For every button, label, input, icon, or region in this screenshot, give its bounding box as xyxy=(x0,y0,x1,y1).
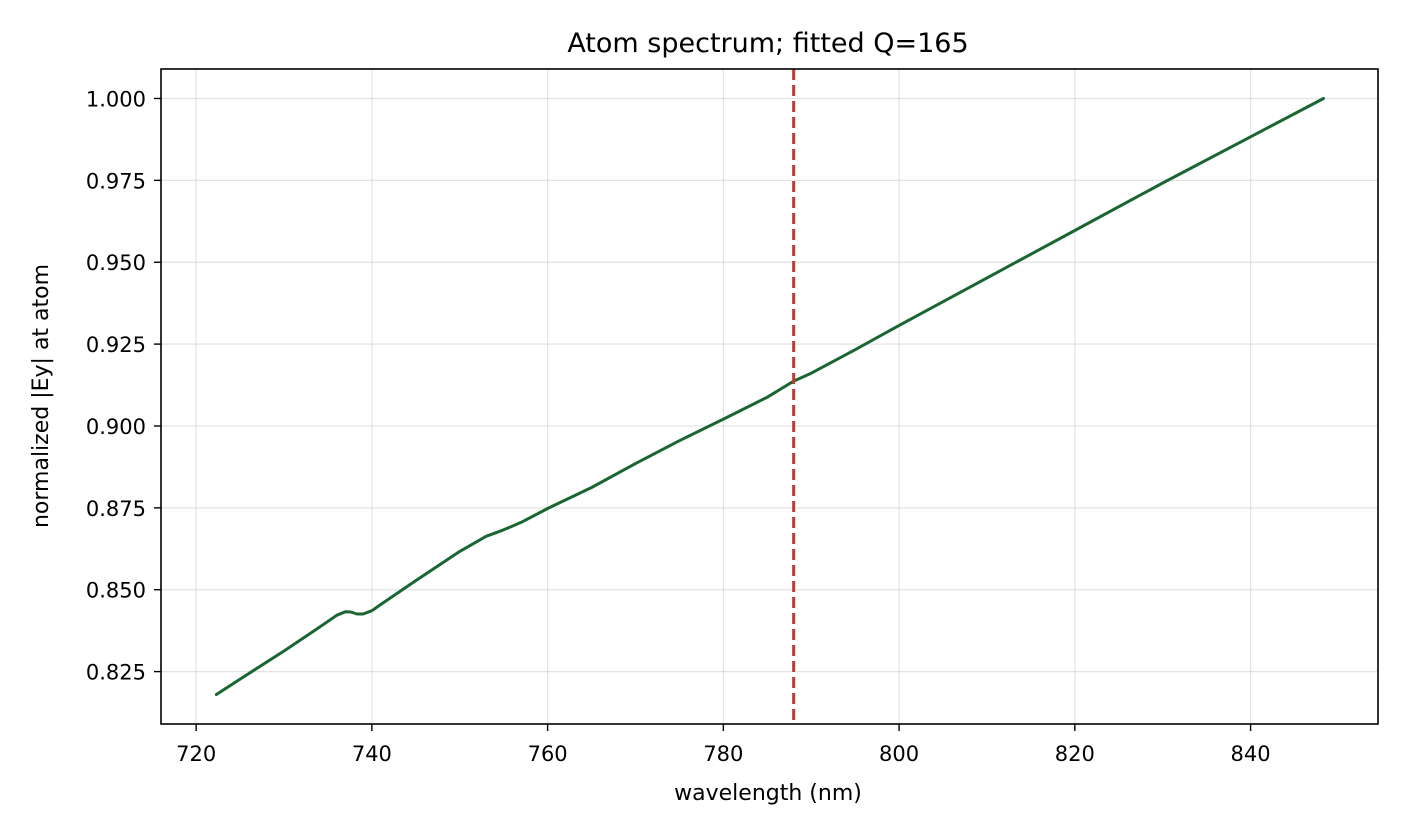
y-axis: 0.825 0.850 0.875 0.900 0.925 0.950 0.975 1.000 xyxy=(86,87,161,685)
chart-title: Atom spectrum; fitted Q=165 xyxy=(567,28,968,59)
y-tick-label: 0.900 xyxy=(86,415,146,439)
x-tick-label: 720 xyxy=(176,742,216,766)
y-tick-label: 0.925 xyxy=(86,333,146,357)
x-tick-label: 800 xyxy=(879,742,919,766)
series-line xyxy=(214,97,1325,696)
y-tick-label: 0.950 xyxy=(86,251,146,275)
plot-area xyxy=(214,69,1325,724)
y-tick-label: 0.875 xyxy=(86,497,146,521)
x-tick-label: 820 xyxy=(1055,742,1095,766)
y-tick-label: 0.825 xyxy=(86,661,146,685)
x-tick-label: 840 xyxy=(1231,742,1271,766)
x-tick-label: 780 xyxy=(703,742,743,766)
x-axis: 720 740 760 780 800 820 840 xyxy=(176,724,1271,766)
y-tick-label: 1.000 xyxy=(86,87,146,111)
x-axis-label: wavelength (nm) xyxy=(674,781,862,806)
x-tick-label: 760 xyxy=(528,742,568,766)
grid xyxy=(161,69,1378,724)
y-tick-label: 0.975 xyxy=(86,169,146,193)
y-tick-label: 0.850 xyxy=(86,579,146,603)
y-axis-label: normalized |Ey| at atom xyxy=(29,264,54,528)
x-tick-label: 740 xyxy=(352,742,392,766)
plot-frame xyxy=(160,68,1379,725)
